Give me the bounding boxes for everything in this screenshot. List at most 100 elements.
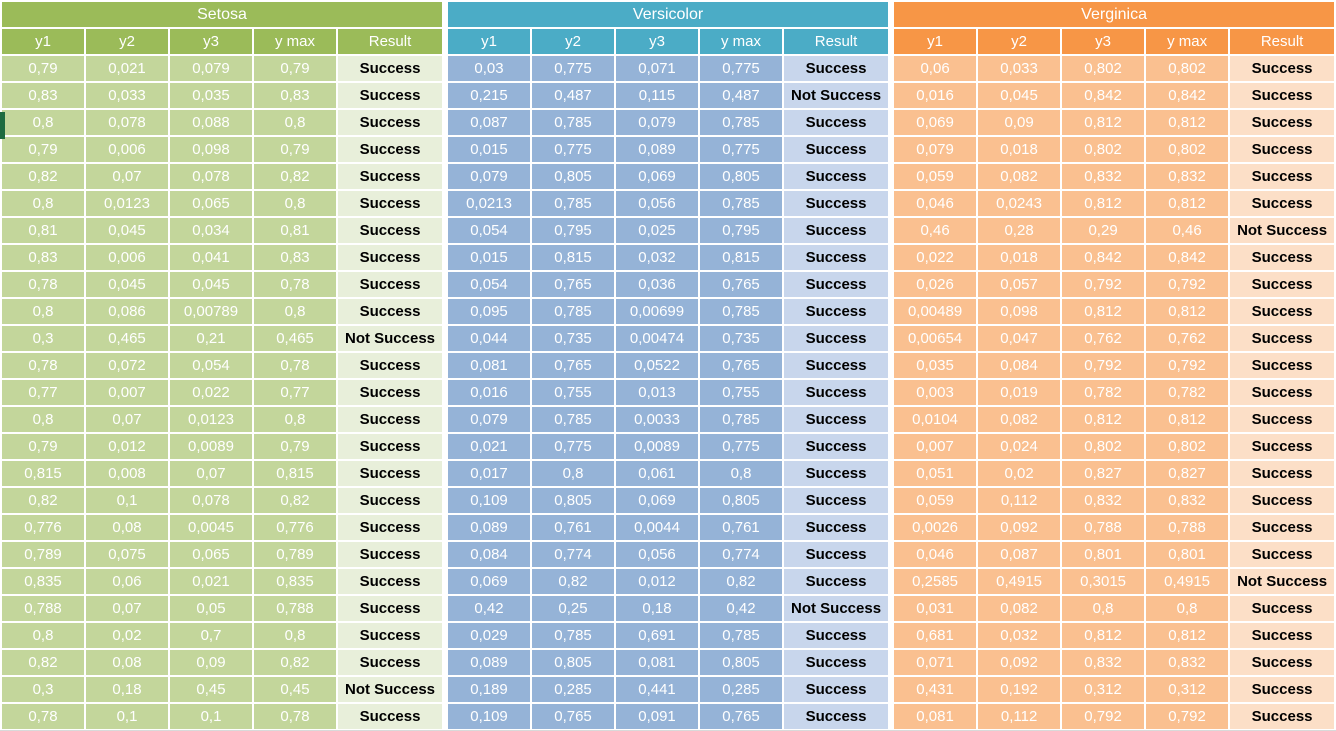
value-cell[interactable]: 0,013 — [616, 380, 699, 405]
value-cell[interactable]: 0,032 — [616, 245, 699, 270]
value-cell[interactable]: 0,016 — [894, 83, 977, 108]
value-cell[interactable]: 0,06 — [894, 56, 977, 81]
value-cell[interactable]: 0,07 — [86, 407, 168, 432]
value-cell[interactable]: 0,084 — [978, 353, 1061, 378]
value-cell[interactable]: 0,069 — [894, 110, 977, 135]
result-cell[interactable]: Not Success — [338, 326, 443, 351]
result-cell[interactable]: Success — [338, 488, 443, 513]
value-cell[interactable]: 0,487 — [532, 83, 615, 108]
result-cell[interactable]: Success — [338, 407, 443, 432]
result-cell[interactable]: Success — [338, 434, 443, 459]
value-cell[interactable]: 0,46 — [1146, 218, 1229, 243]
result-cell[interactable]: Success — [1230, 623, 1335, 648]
value-cell[interactable]: 0,3015 — [1062, 569, 1145, 594]
value-cell[interactable]: 0,785 — [700, 191, 783, 216]
value-cell[interactable]: 0,285 — [532, 677, 615, 702]
column-header-y-max[interactable]: y max — [700, 29, 783, 54]
value-cell[interactable]: 0,0033 — [616, 407, 699, 432]
value-cell[interactable]: 0,827 — [1146, 461, 1229, 486]
result-cell[interactable]: Success — [784, 272, 889, 297]
value-cell[interactable]: 0,00789 — [170, 299, 252, 324]
column-header-y1[interactable]: y1 — [2, 29, 84, 54]
value-cell[interactable]: 0,42 — [700, 596, 783, 621]
result-cell[interactable]: Success — [1230, 110, 1335, 135]
result-cell[interactable]: Success — [784, 353, 889, 378]
result-cell[interactable]: Success — [1230, 191, 1335, 216]
value-cell[interactable]: 0,015 — [448, 245, 531, 270]
value-cell[interactable]: 0,782 — [1062, 380, 1145, 405]
value-cell[interactable]: 0,79 — [254, 434, 336, 459]
column-header-Result[interactable]: Result — [338, 29, 443, 54]
value-cell[interactable]: 0,015 — [448, 137, 531, 162]
value-cell[interactable]: 0,034 — [170, 218, 252, 243]
value-cell[interactable]: 0,00474 — [616, 326, 699, 351]
value-cell[interactable]: 0,3 — [2, 326, 84, 351]
value-cell[interactable]: 0,006 — [86, 137, 168, 162]
result-cell[interactable]: Success — [338, 245, 443, 270]
value-cell[interactable]: 0,1 — [170, 704, 252, 729]
value-cell[interactable]: 0,788 — [2, 596, 84, 621]
result-cell[interactable]: Success — [338, 596, 443, 621]
value-cell[interactable]: 0,045 — [86, 272, 168, 297]
value-cell[interactable]: 0,812 — [1062, 110, 1145, 135]
value-cell[interactable]: 0,071 — [894, 650, 977, 675]
value-cell[interactable]: 0,79 — [2, 434, 84, 459]
value-cell[interactable]: 0,832 — [1062, 164, 1145, 189]
value-cell[interactable]: 0,061 — [616, 461, 699, 486]
result-cell[interactable]: Success — [1230, 461, 1335, 486]
result-cell[interactable]: Success — [338, 272, 443, 297]
value-cell[interactable]: 0,28 — [978, 218, 1061, 243]
value-cell[interactable]: 0,21 — [170, 326, 252, 351]
value-cell[interactable]: 0,812 — [1062, 299, 1145, 324]
value-cell[interactable]: 0,081 — [448, 353, 531, 378]
result-cell[interactable]: Success — [338, 83, 443, 108]
value-cell[interactable]: 0,792 — [1062, 272, 1145, 297]
result-cell[interactable]: Success — [338, 380, 443, 405]
value-cell[interactable]: 0,047 — [978, 326, 1061, 351]
result-cell[interactable]: Success — [1230, 326, 1335, 351]
value-cell[interactable]: 0,832 — [1062, 488, 1145, 513]
result-cell[interactable]: Success — [1230, 83, 1335, 108]
value-cell[interactable]: 0,069 — [616, 164, 699, 189]
value-cell[interactable]: 0,765 — [532, 353, 615, 378]
result-cell[interactable]: Success — [1230, 407, 1335, 432]
value-cell[interactable]: 0,765 — [700, 704, 783, 729]
value-cell[interactable]: 0,022 — [170, 380, 252, 405]
result-cell[interactable]: Not Success — [1230, 569, 1335, 594]
value-cell[interactable]: 0,802 — [1146, 137, 1229, 162]
result-cell[interactable]: Success — [338, 569, 443, 594]
result-cell[interactable]: Success — [784, 542, 889, 567]
value-cell[interactable]: 0,785 — [532, 623, 615, 648]
value-cell[interactable]: 0,032 — [978, 623, 1061, 648]
value-cell[interactable]: 0,312 — [1062, 677, 1145, 702]
value-cell[interactable]: 0,79 — [254, 137, 336, 162]
value-cell[interactable]: 0,735 — [700, 326, 783, 351]
value-cell[interactable]: 0,192 — [978, 677, 1061, 702]
value-cell[interactable]: 0,069 — [448, 569, 531, 594]
value-cell[interactable]: 0,465 — [86, 326, 168, 351]
result-cell[interactable]: Success — [1230, 677, 1335, 702]
column-header-y-max[interactable]: y max — [1146, 29, 1229, 54]
column-header-Result[interactable]: Result — [1230, 29, 1335, 54]
value-cell[interactable]: 0,775 — [532, 56, 615, 81]
value-cell[interactable]: 0,087 — [448, 110, 531, 135]
value-cell[interactable]: 0,785 — [700, 407, 783, 432]
value-cell[interactable]: 0,3 — [2, 677, 84, 702]
result-cell[interactable]: Success — [784, 434, 889, 459]
value-cell[interactable]: 0,082 — [978, 596, 1061, 621]
value-cell[interactable]: 0,795 — [532, 218, 615, 243]
value-cell[interactable]: 0,044 — [448, 326, 531, 351]
value-cell[interactable]: 0,792 — [1146, 704, 1229, 729]
value-cell[interactable]: 0,112 — [978, 488, 1061, 513]
result-cell[interactable]: Success — [338, 515, 443, 540]
value-cell[interactable]: 0,056 — [616, 542, 699, 567]
value-cell[interactable]: 0,08 — [86, 515, 168, 540]
result-cell[interactable]: Success — [784, 245, 889, 270]
value-cell[interactable]: 0,785 — [700, 623, 783, 648]
group-title[interactable]: Setosa — [2, 2, 443, 27]
value-cell[interactable]: 0,785 — [532, 110, 615, 135]
result-cell[interactable]: Not Success — [784, 83, 889, 108]
value-cell[interactable]: 0,312 — [1146, 677, 1229, 702]
value-cell[interactable]: 0,762 — [1062, 326, 1145, 351]
value-cell[interactable]: 0,842 — [1062, 245, 1145, 270]
